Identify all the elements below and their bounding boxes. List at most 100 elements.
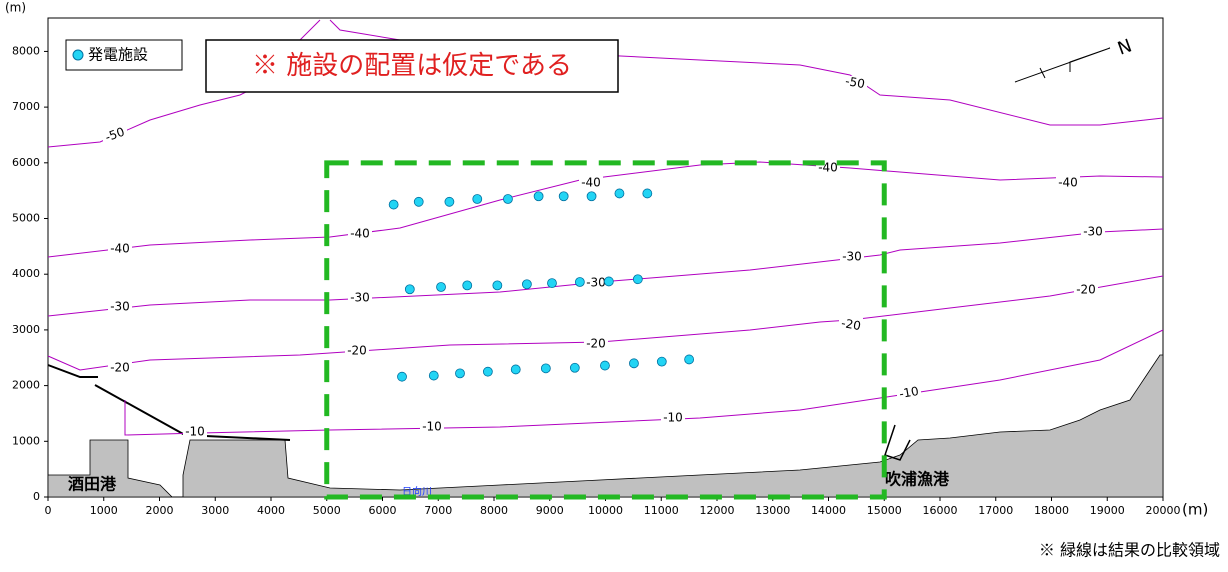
legend-label: 発電施設: [88, 46, 148, 64]
contour-label-bg: [584, 276, 608, 290]
contour-label-bg: [108, 361, 132, 375]
contour-label-bg: [420, 420, 444, 434]
facility-point: [614, 188, 625, 199]
contour-label-bg: [584, 337, 608, 351]
facility-point: [632, 274, 643, 285]
footnote: ※ 緑線は結果の比較領域: [1039, 541, 1220, 560]
contour-label: -20: [840, 316, 862, 333]
north-arrow-tick: [1039, 67, 1046, 79]
x-tick-label: 16000: [923, 504, 958, 517]
x-tick-label: 10000: [588, 504, 623, 517]
x-tick-label: 5000: [313, 504, 341, 517]
land-coast: [182, 354, 1164, 498]
facility-point: [569, 362, 580, 373]
facility-point: [413, 196, 424, 207]
plot-frame: [47, 17, 1164, 498]
contour-label-bg: [348, 291, 372, 305]
contour-label: -30: [110, 300, 130, 314]
legend-marker: [72, 49, 84, 61]
contour-label-bg: [108, 300, 132, 314]
facility-point: [492, 280, 503, 291]
y-tick-label: 4000: [12, 267, 40, 280]
x-tick-label: 14000: [811, 504, 846, 517]
contour-label-bg: [1074, 283, 1098, 297]
contour-label-bg: [183, 425, 207, 439]
contour-label-bg: [103, 128, 127, 142]
facility-point: [428, 370, 439, 381]
x-tick-label: 18000: [1034, 504, 1069, 517]
x-tick-label: 12000: [700, 504, 735, 517]
contour-label: -40: [350, 227, 370, 241]
facility-point: [404, 284, 415, 295]
breakwater: [47, 364, 98, 378]
contour-label: -10: [898, 384, 920, 401]
facility-point: [472, 194, 483, 204]
legend-box: [65, 39, 183, 71]
land-sakata: [47, 439, 173, 498]
x-tick-label: 1000: [90, 504, 118, 517]
x-tick-label: 11000: [644, 504, 679, 517]
facility-point: [436, 282, 446, 292]
contour-label: -20: [347, 344, 367, 358]
contour-label: -30: [842, 250, 862, 264]
contour-label-bg: [345, 344, 369, 358]
facility-point: [642, 188, 653, 199]
contour-label: -50: [844, 74, 866, 91]
contour-label-bg: [108, 242, 132, 256]
x-tick-label: 4000: [257, 504, 285, 517]
contour-label: -20: [110, 361, 130, 375]
contour-label: -40: [1058, 176, 1078, 190]
contour-label: -20: [586, 337, 606, 351]
x-tick-label: 19000: [1090, 504, 1125, 517]
contour-label: -20: [1076, 283, 1096, 297]
breakwater: [884, 424, 911, 461]
contour-label-bg: [843, 76, 867, 90]
y-tick-label: 1000: [12, 434, 40, 447]
legend: 発電施設: [65, 39, 183, 71]
x-tick-label: 20000: [1146, 504, 1181, 517]
facility-point: [521, 279, 532, 290]
facility-point: [455, 368, 465, 379]
facility-point: [600, 360, 610, 371]
facility-point: [482, 366, 493, 377]
x-tick-label: 6000: [369, 504, 397, 517]
y-tick-label: 6000: [12, 156, 40, 169]
facility-point: [656, 356, 667, 367]
contour-label-bg: [661, 411, 685, 425]
contour-label: -10: [185, 425, 205, 439]
contour-label-bg: [1056, 176, 1080, 190]
notice: ※ 施設の配置は仮定である: [252, 51, 572, 81]
contour-line: [47, 228, 1164, 317]
contour-label: -50: [103, 125, 126, 145]
facility-point: [533, 191, 544, 202]
x-tick-label: 17000: [978, 504, 1013, 517]
contour-label: -40: [110, 242, 130, 256]
contour-label: -30: [350, 291, 370, 305]
contour-label-bg: [579, 176, 603, 190]
facility-point: [510, 364, 521, 375]
contour-label-bg: [840, 250, 864, 264]
facility-point: [540, 363, 551, 374]
x-tick-label: 9000: [536, 504, 564, 517]
contour-label-bg: [839, 318, 863, 332]
contour-label: -10: [663, 411, 683, 425]
facility-point: [603, 276, 614, 287]
contour-label-bg: [348, 227, 372, 241]
contour-label-bg: [897, 386, 921, 400]
x-tick-label: 3000: [201, 504, 229, 517]
x-unit: (m): [1182, 501, 1208, 519]
facility-point: [388, 199, 399, 210]
contour-line: [47, 275, 1164, 371]
facility-point: [558, 191, 569, 202]
contour-label-bg: [1081, 225, 1105, 239]
x-tick-label: 13000: [755, 504, 790, 517]
facility-point: [444, 196, 455, 207]
place-label: 酒田港: [68, 475, 117, 494]
y-tick-label: 8000: [12, 44, 40, 57]
contour-label: -40: [581, 176, 601, 190]
facility-point: [586, 191, 597, 202]
facility-point: [574, 277, 585, 287]
y-tick-label: 2000: [12, 379, 40, 392]
contour-line: [124, 329, 1164, 436]
